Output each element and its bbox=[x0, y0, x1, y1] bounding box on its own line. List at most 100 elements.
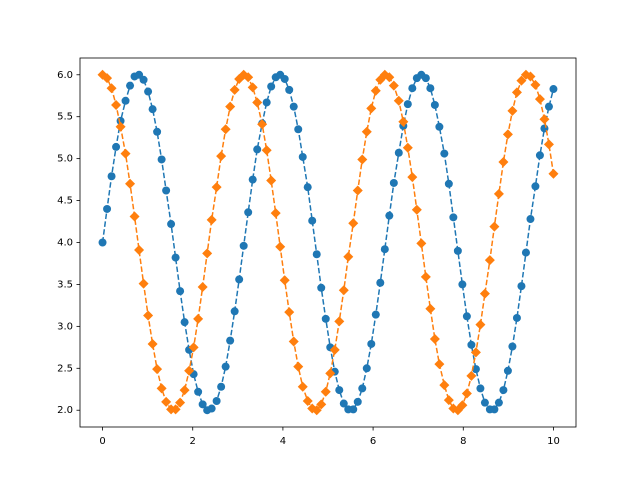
marker bbox=[366, 103, 377, 114]
marker bbox=[106, 83, 117, 94]
marker bbox=[143, 310, 154, 321]
x-tick-label: 4 bbox=[280, 436, 286, 447]
marker bbox=[479, 288, 490, 299]
marker bbox=[267, 82, 276, 91]
marker bbox=[384, 72, 395, 83]
marker bbox=[525, 71, 536, 82]
marker bbox=[298, 152, 307, 161]
marker bbox=[207, 404, 216, 413]
marker bbox=[253, 145, 262, 154]
marker bbox=[144, 87, 153, 96]
y-tick-label: 5.0 bbox=[57, 154, 73, 165]
marker bbox=[503, 366, 512, 375]
marker bbox=[107, 172, 116, 181]
marker bbox=[308, 216, 317, 225]
marker bbox=[194, 387, 203, 396]
marker bbox=[352, 185, 363, 196]
marker bbox=[334, 316, 345, 327]
y-tick-label: 3.5 bbox=[57, 279, 73, 290]
marker bbox=[317, 283, 326, 292]
marker bbox=[220, 124, 231, 135]
marker bbox=[353, 397, 362, 406]
marker bbox=[212, 397, 221, 406]
marker bbox=[152, 364, 163, 375]
marker bbox=[288, 336, 299, 347]
marker bbox=[357, 154, 368, 165]
marker bbox=[434, 359, 445, 370]
marker bbox=[179, 385, 190, 396]
marker bbox=[221, 362, 230, 371]
marker bbox=[148, 105, 157, 114]
marker bbox=[362, 364, 371, 373]
marker bbox=[311, 405, 322, 416]
marker bbox=[325, 368, 336, 379]
marker bbox=[444, 179, 453, 188]
marker bbox=[475, 319, 486, 330]
marker bbox=[489, 221, 500, 232]
marker bbox=[343, 251, 354, 262]
marker bbox=[161, 396, 172, 407]
marker bbox=[440, 149, 449, 158]
marker bbox=[229, 84, 240, 95]
marker bbox=[439, 380, 450, 391]
marker bbox=[416, 238, 427, 249]
marker bbox=[112, 142, 121, 151]
marker bbox=[339, 399, 348, 408]
marker bbox=[531, 182, 540, 191]
marker bbox=[262, 98, 271, 107]
marker bbox=[516, 75, 527, 86]
series-line bbox=[101, 73, 555, 412]
x-tick-label: 2 bbox=[190, 436, 196, 447]
marker bbox=[370, 85, 381, 96]
marker bbox=[443, 395, 454, 406]
marker bbox=[320, 386, 331, 397]
series-line bbox=[102, 73, 555, 412]
marker bbox=[535, 151, 544, 160]
marker bbox=[402, 142, 413, 153]
marker bbox=[226, 336, 235, 345]
marker bbox=[371, 310, 380, 319]
marker bbox=[280, 74, 289, 83]
marker bbox=[429, 333, 440, 344]
marker bbox=[217, 382, 226, 391]
marker bbox=[188, 342, 199, 353]
marker bbox=[388, 80, 399, 91]
marker bbox=[162, 186, 171, 195]
marker bbox=[171, 253, 180, 262]
marker bbox=[466, 370, 477, 381]
marker bbox=[425, 303, 436, 314]
marker bbox=[471, 365, 480, 374]
x-tick-label: 0 bbox=[99, 436, 105, 447]
y-tick-label: 4.5 bbox=[57, 196, 73, 207]
marker bbox=[180, 318, 189, 327]
marker bbox=[316, 399, 327, 410]
marker bbox=[407, 172, 418, 183]
marker bbox=[376, 278, 385, 287]
marker bbox=[470, 347, 481, 358]
marker bbox=[230, 307, 239, 316]
x-tick-label: 10 bbox=[547, 436, 560, 447]
marker bbox=[457, 400, 468, 411]
marker bbox=[121, 96, 130, 105]
marker bbox=[248, 175, 257, 184]
marker bbox=[484, 255, 495, 266]
marker bbox=[302, 396, 313, 407]
marker bbox=[420, 271, 431, 282]
marker bbox=[202, 248, 213, 259]
marker bbox=[393, 95, 404, 106]
marker bbox=[335, 386, 344, 395]
marker bbox=[244, 208, 253, 217]
marker bbox=[435, 122, 444, 131]
marker bbox=[206, 214, 217, 225]
marker bbox=[361, 126, 372, 137]
marker bbox=[349, 405, 358, 414]
marker bbox=[257, 119, 268, 130]
marker bbox=[389, 178, 398, 187]
marker bbox=[453, 246, 462, 255]
marker bbox=[266, 175, 277, 186]
marker bbox=[125, 178, 136, 189]
marker bbox=[329, 344, 340, 355]
marker bbox=[530, 79, 541, 90]
marker bbox=[198, 400, 207, 409]
